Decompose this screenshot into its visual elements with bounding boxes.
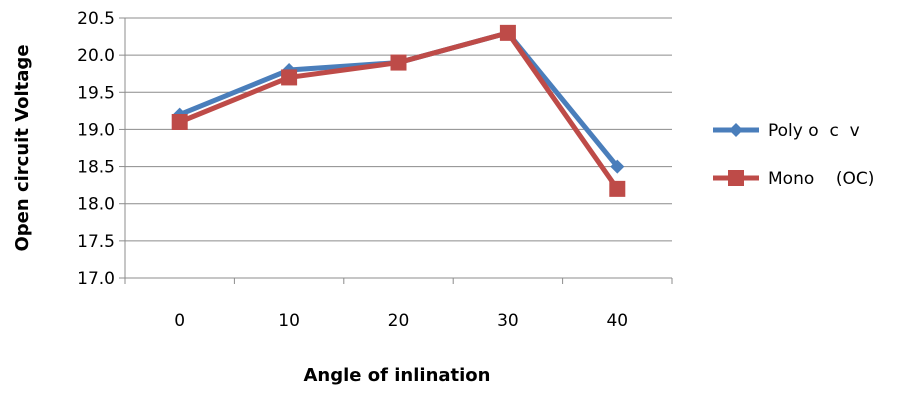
y-tick-label: 18.0	[77, 195, 115, 215]
y-tick-label: 20.0	[77, 46, 115, 66]
data-point	[609, 180, 626, 197]
data-point	[390, 54, 407, 71]
data-point	[281, 69, 298, 86]
y-axis-title: Open circuit Voltage	[12, 44, 33, 251]
x-tick-label: 40	[606, 311, 628, 331]
x-tick-label: 0	[174, 311, 185, 331]
x-tick-label: 30	[497, 311, 519, 331]
data-point	[610, 159, 625, 174]
y-tick-label: 17.5	[77, 232, 115, 252]
series-line	[178, 30, 620, 169]
y-tick-label: 20.5	[77, 9, 115, 29]
axes	[119, 17, 673, 284]
x-tick-label: 20	[388, 311, 410, 331]
data-point	[499, 24, 516, 41]
legend: Poly o c v Mono (OC)	[713, 121, 874, 189]
x-tick-labels: 0 10 20 30 40	[174, 311, 628, 331]
legend-swatch-marker	[729, 123, 743, 137]
series	[171, 24, 626, 197]
y-tick-label: 19.0	[77, 120, 115, 140]
legend-item: Poly o c v	[713, 121, 860, 141]
legend-swatch-marker	[728, 170, 744, 186]
y-tick-label: 17.0	[77, 269, 115, 289]
x-tick-label: 10	[278, 311, 300, 331]
legend-label: Poly o c v	[768, 121, 860, 141]
y-tick-labels: 17.0 17.5 18.0 18.5 19.0 19.5 20.0 20.5	[77, 9, 115, 289]
legend-item: Mono (OC)	[713, 169, 874, 189]
y-tick-label: 19.5	[77, 83, 115, 103]
legend-label: Mono (OC)	[768, 169, 874, 189]
series-mono	[171, 24, 626, 197]
x-axis-title: Angle of inlination	[304, 365, 491, 386]
data-point	[171, 114, 188, 130]
y-tick-label: 18.5	[77, 158, 115, 178]
